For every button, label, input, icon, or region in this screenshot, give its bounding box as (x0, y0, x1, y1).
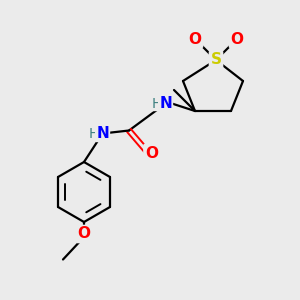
Text: O: O (230, 32, 244, 46)
Text: H: H (88, 127, 99, 140)
Text: S: S (211, 52, 221, 68)
Text: O: O (188, 32, 202, 46)
Text: O: O (77, 226, 91, 242)
Text: O: O (145, 146, 158, 160)
Text: N: N (96, 126, 109, 141)
Text: H: H (152, 97, 162, 110)
Text: N: N (159, 96, 172, 111)
